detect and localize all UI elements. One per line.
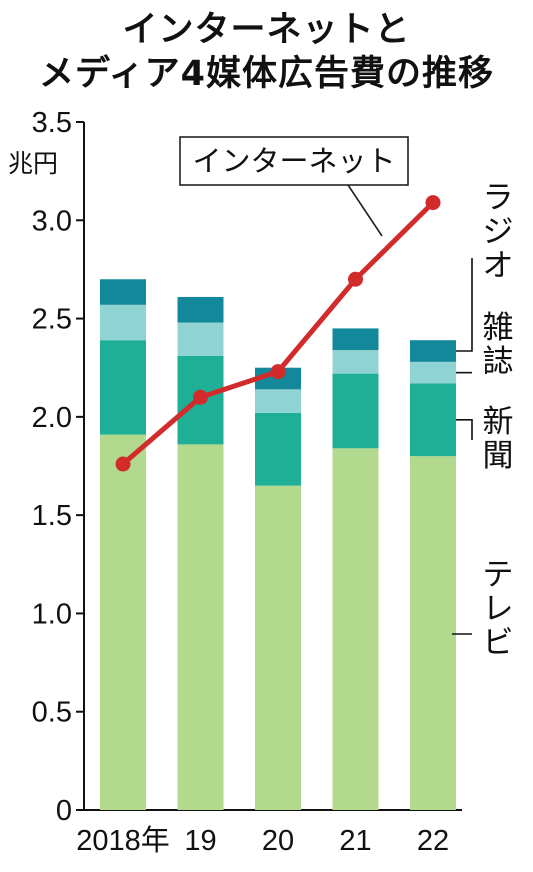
x-tick-label: 21 — [339, 825, 371, 857]
legend-label-char: 新 — [483, 404, 514, 440]
bar-segment — [255, 389, 301, 413]
line-point — [270, 364, 286, 380]
y-tick-label: 3.0 — [32, 205, 72, 237]
line-series — [115, 195, 441, 472]
bar-segment — [100, 340, 146, 435]
bar-segment — [177, 444, 224, 810]
bars — [100, 279, 456, 810]
callout-box — [179, 136, 409, 186]
legend-label-char: ビ — [483, 625, 514, 661]
line-point — [193, 389, 208, 405]
bar-segment — [410, 361, 456, 384]
callout-pointer — [347, 184, 383, 237]
axes: 0 0.5 1.0 1.5 2.0 2.5 3.0 3.5 兆円 2018年 19 20 21 22 — [8, 107, 462, 857]
line-point — [425, 195, 441, 211]
y-tick-label: 0.5 — [32, 697, 72, 729]
bar-segment — [100, 434, 146, 810]
bar-segment — [177, 296, 224, 323]
y-tick-label: 2.0 — [32, 402, 72, 434]
y-axis-unit-label: 兆円 — [8, 149, 58, 178]
legend-label-char: テ — [483, 557, 514, 593]
legend-leader-line — [456, 258, 473, 352]
callout: インターネット — [179, 136, 409, 237]
x-tick-label: 22 — [417, 825, 449, 857]
legend-label-char: 聞 — [483, 438, 514, 474]
line-point — [348, 271, 363, 287]
bar-segment — [177, 322, 224, 356]
y-tick-label: 1.5 — [32, 500, 72, 532]
bar-segment — [332, 448, 379, 810]
bar-segment — [332, 350, 379, 374]
bar-segment — [332, 373, 379, 449]
bar-segment — [410, 383, 456, 457]
bar-segment — [100, 279, 146, 305]
chart-title-line-2: メディア4媒体広告費の推移 — [39, 54, 494, 94]
bar-segment — [255, 412, 301, 486]
bar-segment — [100, 304, 146, 341]
line-point — [115, 456, 131, 472]
bar-segment — [410, 340, 456, 362]
y-tick-label: 3.5 — [32, 107, 72, 139]
bar-segment — [255, 485, 301, 810]
legend-label-char: レ — [483, 591, 514, 627]
y-tick-label: 2.5 — [32, 304, 72, 336]
x-tick-label: 19 — [184, 825, 216, 857]
callout-label: インターネット — [192, 144, 395, 178]
chart-title-line-1: インターネットと — [122, 10, 411, 50]
legend-label-char: オ — [483, 248, 514, 284]
legend-label-char: 誌 — [483, 344, 514, 380]
legend-label-char: ジ — [483, 214, 514, 250]
legend-label-char: ラ — [483, 180, 514, 216]
y-tick-label: 0 — [56, 795, 72, 827]
x-tick-label: 20 — [262, 825, 294, 857]
y-tick-label: 1.0 — [32, 598, 72, 630]
x-tick-label: 2018年 — [76, 824, 170, 857]
bar-segment — [332, 328, 379, 351]
bar-segment — [410, 456, 456, 810]
legend-leader-line — [456, 419, 473, 440]
legend-label-char: 雑 — [483, 310, 514, 346]
